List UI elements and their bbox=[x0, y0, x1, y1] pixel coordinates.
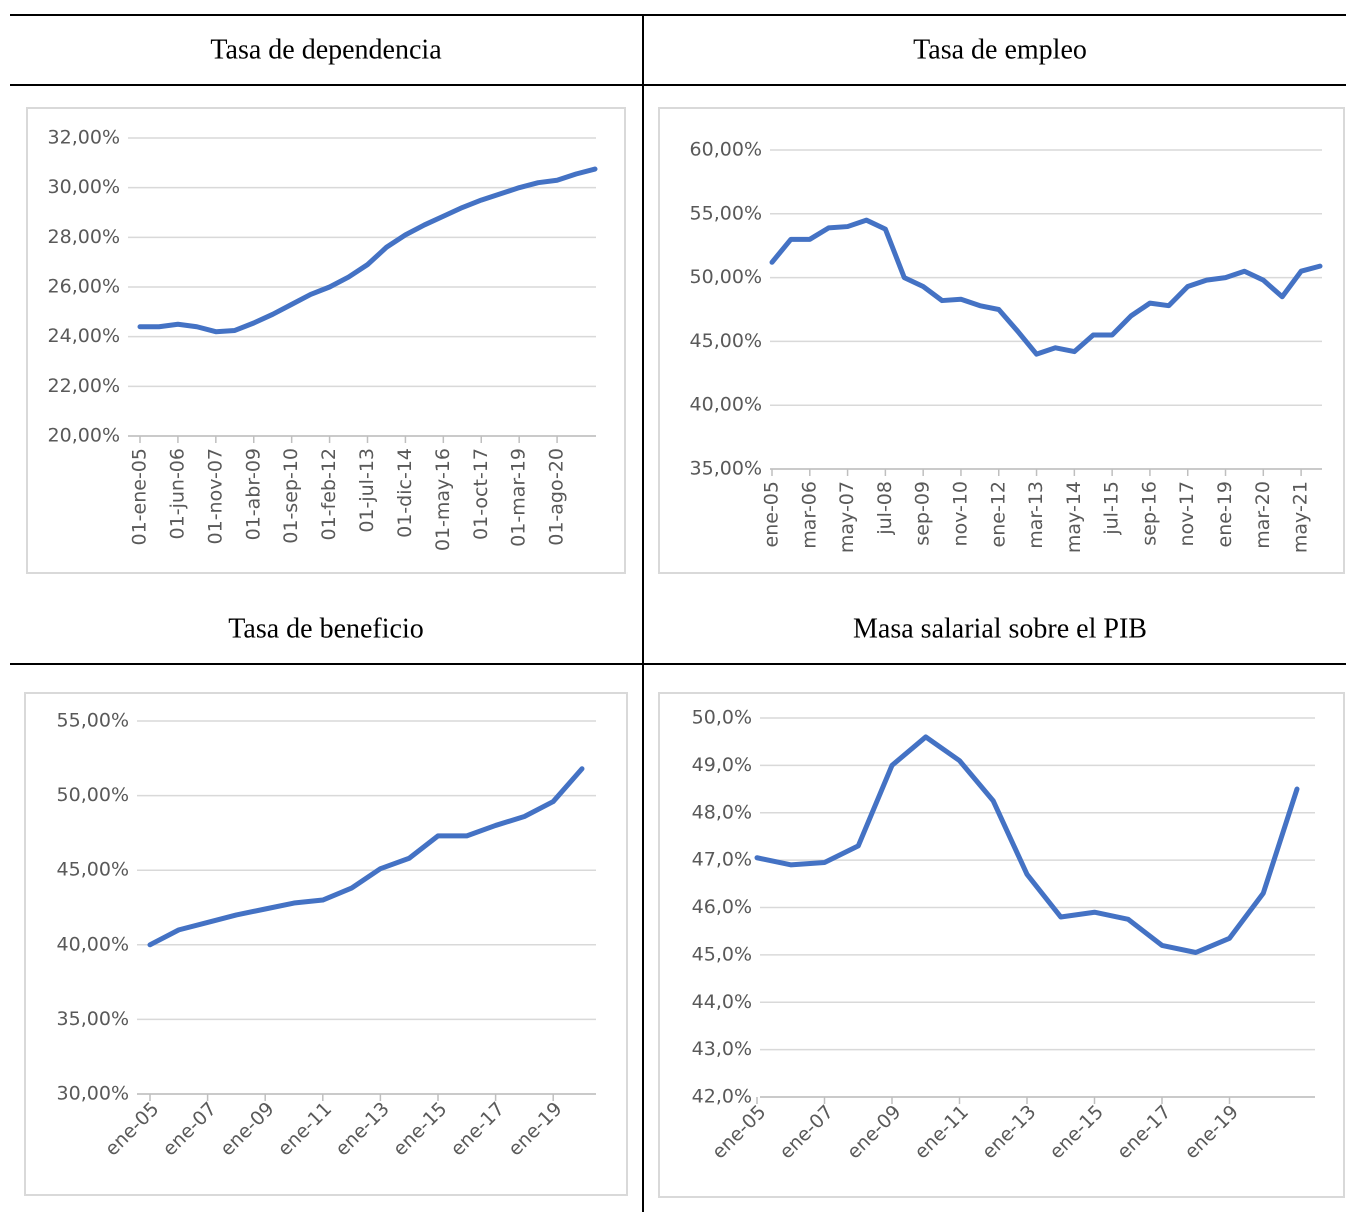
y-tick-label: 26,00% bbox=[48, 276, 120, 298]
x-tick-label: ene-19 bbox=[1214, 481, 1236, 547]
series-line bbox=[754, 734, 1300, 956]
y-tick-label: 55,00% bbox=[57, 710, 129, 732]
y-tick-label: 45,0% bbox=[692, 943, 752, 965]
series-line bbox=[137, 166, 598, 335]
x-tick-label: 01-sep-10 bbox=[280, 448, 302, 544]
y-tick-label: 43,0% bbox=[692, 1038, 752, 1060]
y-tick-label: 55,00% bbox=[690, 202, 762, 224]
y-tick-label: 46,0% bbox=[692, 896, 752, 918]
x-tick-label: mar-13 bbox=[1025, 481, 1047, 549]
x-tick-label: 01-jun-06 bbox=[166, 448, 188, 539]
x-tick-label: 01-ago-20 bbox=[546, 448, 568, 546]
y-tick-label: 48,0% bbox=[692, 801, 752, 823]
y-tick-label: 50,00% bbox=[57, 784, 129, 806]
x-tick-label: ene-07 bbox=[158, 1098, 221, 1161]
x-tick-label: ene-12 bbox=[987, 481, 1009, 547]
y-tick-label: 32,00% bbox=[48, 127, 120, 149]
x-tick-label: sep-09 bbox=[912, 481, 934, 546]
chart-frame bbox=[24, 692, 628, 1196]
x-tick-label: 01-dic-14 bbox=[394, 448, 416, 538]
x-tick-label: 01-nov-07 bbox=[204, 448, 226, 544]
x-tick-label: ene-15 bbox=[389, 1098, 452, 1161]
x-tick-label: jul-15 bbox=[1101, 481, 1123, 536]
x-tick-label: ene-09 bbox=[216, 1098, 279, 1161]
series-line bbox=[769, 217, 1323, 357]
y-tick-label: 35,00% bbox=[57, 1008, 129, 1030]
chart-title: Tasa de beneficio bbox=[228, 613, 424, 644]
chart-frame bbox=[658, 692, 1345, 1198]
chart-title: Tasa de dependencia bbox=[210, 34, 442, 65]
y-tick-label: 30,00% bbox=[57, 1083, 129, 1105]
y-tick-label: 35,00% bbox=[690, 458, 762, 480]
y-tick-label: 22,00% bbox=[48, 375, 120, 397]
x-tick-label: 01-jul-13 bbox=[356, 448, 378, 533]
chart-title: Tasa de empleo bbox=[913, 34, 1087, 65]
x-tick-label: ene-13 bbox=[331, 1098, 394, 1161]
x-tick-label: 01-mar-19 bbox=[508, 448, 530, 547]
y-tick-label: 24,00% bbox=[48, 325, 120, 347]
x-tick-label: nov-17 bbox=[1176, 481, 1198, 546]
series-line bbox=[147, 766, 585, 948]
y-tick-label: 30,00% bbox=[48, 176, 120, 198]
y-tick-label: 50,0% bbox=[692, 707, 752, 729]
x-tick-label: nov-10 bbox=[949, 481, 971, 546]
x-tick-label: ene-11 bbox=[910, 1101, 973, 1164]
y-tick-label: 47,0% bbox=[692, 849, 752, 871]
x-tick-label: 01-oct-17 bbox=[470, 448, 492, 540]
x-tick-label: ene-19 bbox=[1180, 1101, 1243, 1164]
y-tick-label: 49,0% bbox=[692, 754, 752, 776]
chart-title: Masa salarial sobre el PIB bbox=[853, 613, 1147, 644]
x-tick-label: ene-19 bbox=[504, 1098, 567, 1161]
x-tick-label: jul-08 bbox=[874, 481, 896, 536]
y-tick-label: 42,0% bbox=[692, 1086, 752, 1108]
y-tick-label: 45,00% bbox=[690, 330, 762, 352]
x-tick-label: mar-06 bbox=[798, 481, 820, 549]
x-tick-label: ene-05 bbox=[708, 1101, 771, 1164]
x-tick-label: 01-abr-09 bbox=[242, 448, 264, 540]
y-tick-label: 40,00% bbox=[690, 394, 762, 416]
x-tick-label: mar-20 bbox=[1252, 481, 1274, 549]
x-tick-label: ene-05 bbox=[761, 481, 783, 547]
y-tick-label: 44,0% bbox=[692, 991, 752, 1013]
x-tick-label: 01-may-16 bbox=[432, 448, 454, 551]
x-tick-label: ene-05 bbox=[101, 1098, 164, 1161]
x-tick-label: may-07 bbox=[836, 481, 858, 553]
x-tick-label: may-21 bbox=[1290, 481, 1312, 553]
y-tick-label: 45,00% bbox=[57, 859, 129, 881]
y-tick-label: 20,00% bbox=[48, 425, 120, 447]
x-tick-label: ene-17 bbox=[446, 1098, 509, 1161]
x-tick-label: ene-11 bbox=[274, 1098, 337, 1161]
x-tick-label: 01-ene-05 bbox=[129, 448, 151, 546]
y-tick-label: 40,00% bbox=[57, 933, 129, 955]
x-tick-label: ene-15 bbox=[1045, 1101, 1108, 1164]
x-tick-label: ene-07 bbox=[775, 1101, 838, 1164]
y-tick-label: 28,00% bbox=[48, 226, 120, 248]
x-tick-label: 01-feb-12 bbox=[318, 448, 340, 541]
y-tick-label: 50,00% bbox=[690, 266, 762, 288]
x-tick-label: may-14 bbox=[1063, 481, 1085, 553]
x-tick-label: ene-09 bbox=[843, 1101, 906, 1164]
chart-frame bbox=[26, 107, 626, 574]
chart-frame bbox=[658, 107, 1345, 574]
x-tick-label: ene-13 bbox=[978, 1101, 1041, 1164]
x-tick-label: ene-17 bbox=[1113, 1101, 1176, 1164]
y-tick-label: 60,00% bbox=[690, 139, 762, 161]
x-tick-label: sep-16 bbox=[1138, 481, 1160, 546]
